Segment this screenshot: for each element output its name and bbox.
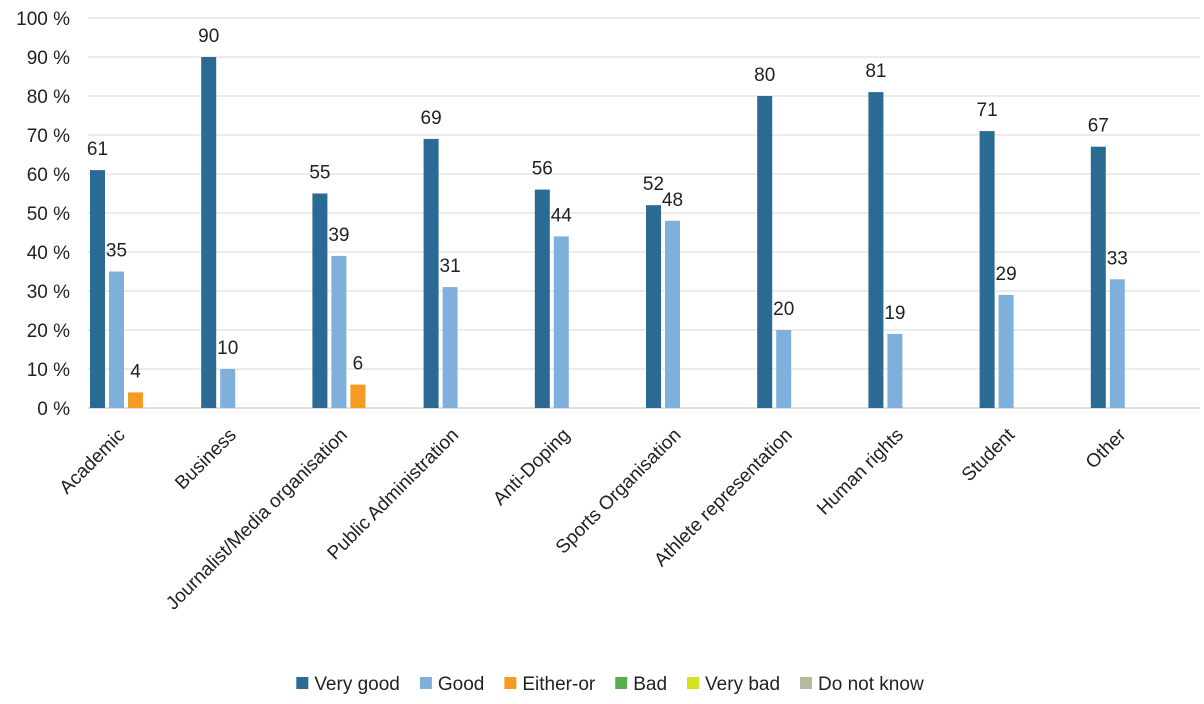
bars [90,57,1125,408]
bar [423,138,439,408]
y-tick-label: 0 % [37,399,70,420]
bar [201,57,217,408]
data-label: 52 [643,174,664,195]
bar [646,205,661,408]
data-label: 48 [662,190,683,211]
category-label: Sports Organisation [552,425,686,559]
bar [350,384,366,408]
category-label: Academic [56,425,130,499]
category-label: Business [171,425,240,494]
legend-label: Good [438,674,484,695]
data-label: 67 [1088,116,1109,137]
bar [331,255,347,408]
y-tick-label: 30 % [27,282,70,303]
legend-swatch [296,677,309,689]
bar [868,92,884,408]
bar [312,193,328,408]
bar [534,189,550,408]
data-label: 55 [309,163,330,184]
data-label: 19 [884,303,905,324]
data-label: 10 [217,338,238,359]
category-label: Journalist/Media organisation [162,425,352,615]
bar [1090,146,1106,408]
data-label: 71 [977,100,998,121]
y-tick-label: 90 % [27,48,70,69]
legend-swatch [800,677,813,689]
legend-item: Either-or [504,674,596,695]
legend-label: Do not know [818,674,924,695]
bar [109,271,124,408]
data-label: 69 [421,108,442,129]
data-label: 39 [328,225,349,246]
legend-label: Either-or [522,674,596,695]
y-tick-label: 40 % [27,243,70,264]
legend-item: Good [419,674,484,695]
y-tick-label: 10 % [27,360,70,381]
bar [665,220,680,408]
y-tick-label: 100 % [16,9,70,30]
data-label: 35 [106,241,127,262]
bar [220,369,236,408]
data-label: 6 [353,354,364,375]
bar [90,170,105,408]
y-tick-label: 80 % [27,87,70,108]
category-label: Human rights [813,425,908,520]
y-tick-label: 60 % [27,165,70,186]
legend-item: Do not know [800,674,924,695]
legend-swatch [687,677,700,689]
bar [442,287,458,408]
data-label: 31 [440,256,461,277]
data-label: 4 [130,361,141,382]
legend-swatch [504,677,517,689]
data-label: 33 [1107,248,1128,269]
data-label: 44 [551,205,573,226]
category-label: Student [958,424,1020,486]
data-label: 20 [773,299,794,320]
legend-item: Very good [296,674,400,695]
category-label: Anti-Doping [489,425,574,510]
data-label: 80 [754,65,775,86]
y-axis-tick-labels: 0 % 10 % 20 % 30 % 40 % 50 % 60 % 70 % 80 % 90 % 1… [16,9,70,420]
legend-swatch [419,677,432,689]
y-tick-label: 70 % [27,126,70,147]
legend-label: Very good [314,674,400,695]
bar [887,333,903,408]
data-label: 81 [865,61,886,82]
bar [128,392,143,408]
category-label: Other [1082,424,1131,473]
bar [776,330,792,408]
bar [1109,279,1125,408]
data-label: 29 [996,264,1017,285]
data-label: 56 [532,159,553,180]
legend-item: Bad [615,674,667,695]
grid [88,17,1200,409]
data-label: 90 [198,26,219,47]
y-tick-label: 50 % [27,204,70,225]
legend: Very good Good Either-or Bad Very bad Do not … [296,674,924,695]
bar [979,131,995,408]
legend-swatch [615,677,628,689]
bar [553,236,569,408]
y-tick-label: 20 % [27,321,70,342]
legend-label: Bad [633,674,667,695]
legend-item: Very bad [687,674,780,695]
bar [757,96,773,408]
bar [998,294,1014,408]
legend-label: Very bad [705,674,780,695]
data-label: 61 [87,139,108,160]
